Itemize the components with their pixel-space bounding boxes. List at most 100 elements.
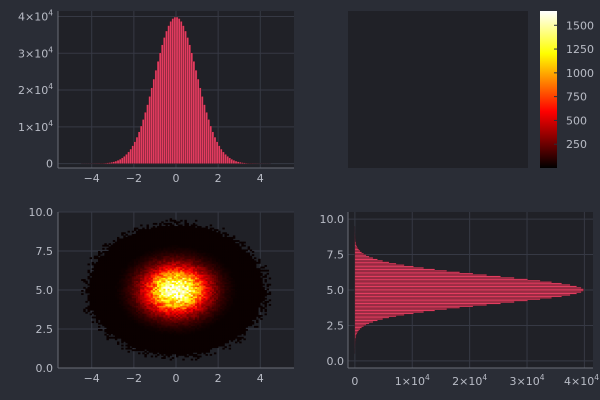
heatmap-cell	[201, 279, 204, 281]
heatmap-cell	[138, 238, 141, 241]
histogram-bar	[169, 21, 172, 164]
heatmap-cell	[216, 257, 219, 260]
heatmap-cell	[144, 265, 147, 267]
heatmap-cell	[209, 294, 213, 297]
heatmap-cell	[135, 322, 139, 325]
heatmap-cell	[186, 313, 189, 316]
heatmap-cell	[186, 291, 189, 294]
heatmap-cell	[205, 353, 208, 356]
heatmap-cell	[188, 319, 192, 322]
heatmap-cell	[150, 336, 154, 339]
heatmap-cell	[197, 280, 200, 283]
heatmap-cell	[180, 339, 183, 342]
heatmap-cell	[129, 305, 133, 308]
heatmap-cell	[211, 255, 215, 258]
heatmap-cell	[144, 257, 147, 260]
heatmap-cell	[213, 251, 217, 253]
heatmap-cell	[184, 254, 187, 256]
heatmap-cell	[173, 307, 177, 310]
heatmap-cell	[152, 316, 156, 319]
heatmap-cell	[192, 290, 196, 292]
heatmap-cell	[220, 321, 223, 324]
histogram-bar	[196, 78, 200, 164]
heatmap-cell	[114, 275, 118, 278]
heatmap-cell	[131, 349, 135, 352]
heatmap-cell	[216, 249, 219, 252]
heatmap-cell	[165, 274, 168, 277]
heatmap-cell	[211, 290, 215, 292]
heatmap-cell	[106, 274, 109, 277]
heatmap-cell	[190, 279, 194, 281]
heatmap-cell	[173, 339, 177, 342]
heatmap-cell	[121, 286, 124, 289]
heatmap-cell	[135, 247, 139, 250]
heatmap-cell	[192, 338, 196, 341]
heatmap-cell	[110, 265, 114, 267]
heatmap-cell	[192, 257, 196, 260]
heatmap-cell	[121, 232, 124, 235]
heatmap-cell	[188, 263, 192, 266]
heatmap-cell	[201, 247, 204, 250]
heatmap-cell	[213, 235, 217, 238]
heatmap-cell	[216, 235, 219, 238]
heatmap-cell	[203, 258, 206, 261]
heatmap-cell	[211, 233, 215, 236]
heatmap-cell	[209, 308, 213, 311]
heatmap-cell	[140, 347, 143, 350]
heatmap-cell	[199, 308, 202, 311]
heatmap-cell	[157, 316, 160, 319]
heatmap-cell	[180, 232, 183, 235]
heatmap-cell	[163, 318, 166, 320]
heatmap-cell	[182, 252, 185, 255]
heatmap-cell	[123, 313, 126, 316]
heatmap-cell	[184, 238, 187, 241]
heatmap-cell	[197, 255, 200, 258]
heatmap-cell	[197, 230, 200, 233]
heatmap-cell	[178, 325, 181, 328]
heatmap-cell	[154, 355, 158, 358]
heatmap-cell	[133, 349, 137, 352]
heatmap-cell	[224, 268, 227, 271]
heatmap-cell	[182, 325, 185, 328]
heatmap-cell	[108, 285, 111, 288]
heatmap-cell	[205, 299, 208, 302]
heatmap-cell	[201, 235, 204, 238]
heatmap-cell	[102, 302, 105, 305]
histogram-bar	[199, 87, 202, 164]
histogram-bar	[215, 141, 219, 164]
heatmap-cell	[102, 297, 105, 300]
heatmap-cell	[173, 321, 177, 324]
heatmap-cell	[197, 226, 200, 228]
heatmap-cell	[182, 358, 185, 361]
heatmap-cell	[142, 229, 145, 232]
heatmap-cell	[140, 325, 143, 328]
heatmap-cell	[180, 268, 183, 271]
heatmap-cell	[131, 240, 135, 242]
heatmap-cell	[222, 327, 225, 330]
heatmap-cell	[216, 333, 219, 336]
heatmap-cell	[190, 353, 194, 356]
heatmap-cell	[121, 271, 124, 274]
heatmap-cell	[207, 308, 211, 311]
heatmap-cell	[224, 283, 227, 286]
heatmap-cell	[165, 275, 168, 278]
heatmap-cell	[152, 240, 156, 242]
heatmap-cell	[222, 333, 225, 336]
heatmap-cell	[148, 297, 152, 300]
heatmap-cell	[157, 238, 160, 241]
heatmap-cell	[224, 249, 227, 252]
heatmap-cell	[201, 260, 204, 263]
heatmap-cell	[184, 251, 187, 253]
heatmap-cell	[104, 252, 107, 255]
heatmap-cell	[176, 343, 179, 345]
heatmap-cell	[167, 294, 170, 297]
heatmap-cell	[121, 251, 124, 253]
heatmap-cell	[144, 280, 147, 283]
heatmap-cell	[129, 255, 133, 258]
heatmap-cell	[194, 266, 198, 269]
heatmap-cell	[186, 346, 189, 349]
heatmap-cell	[146, 260, 149, 263]
heatmap-cell	[178, 339, 181, 342]
heatmap-cell	[106, 282, 109, 285]
heatmap-cell	[192, 249, 196, 252]
